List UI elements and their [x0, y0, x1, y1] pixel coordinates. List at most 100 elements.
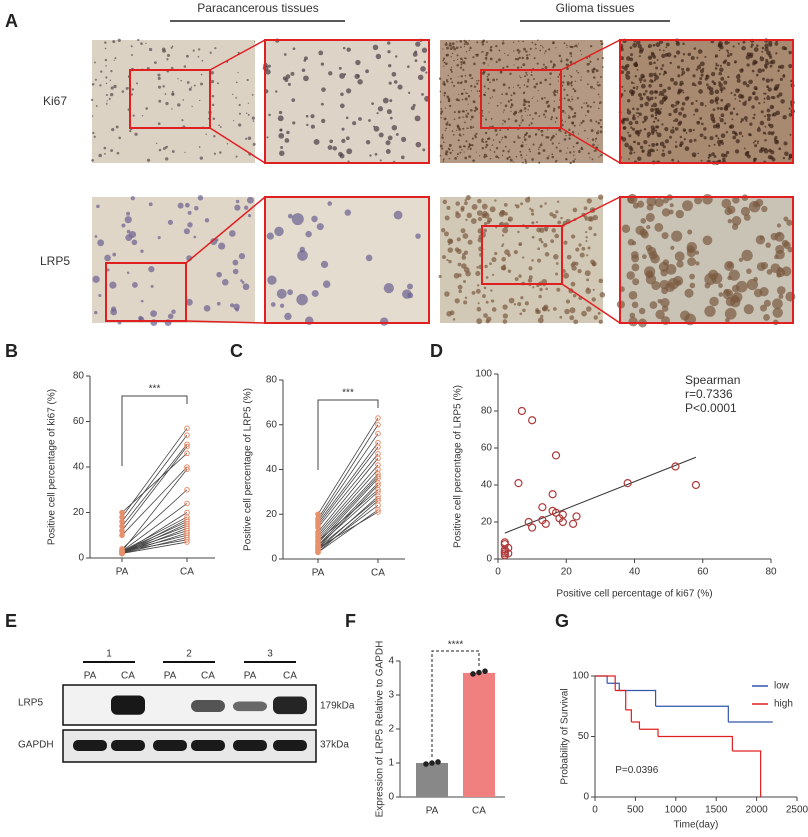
cell: [567, 98, 571, 102]
cell: [662, 49, 665, 52]
cell: [476, 53, 479, 56]
cell: [748, 79, 753, 85]
cell: [502, 319, 508, 324]
cell: [283, 53, 287, 56]
cell: [526, 74, 528, 76]
cell: [526, 85, 529, 88]
cell: [595, 120, 598, 123]
point: [315, 524, 321, 531]
cell: [537, 317, 544, 324]
cell: [278, 132, 285, 139]
cell: [485, 51, 489, 55]
cell: [675, 50, 681, 55]
cell: [415, 233, 421, 239]
cell: [599, 154, 602, 157]
cell: [720, 98, 724, 102]
pair-line: [121, 534, 188, 552]
cell: [510, 110, 512, 112]
cell: [467, 103, 469, 105]
cell: [188, 87, 192, 91]
cell: [709, 113, 715, 118]
cell: [439, 101, 442, 103]
cell: [638, 92, 642, 97]
cell: [718, 71, 722, 76]
point: [184, 500, 190, 507]
micrograph: [265, 40, 429, 163]
cell: [513, 87, 515, 89]
x-tick-label: 20: [561, 567, 573, 578]
cell: [389, 99, 393, 103]
cell: [489, 97, 492, 99]
cell: [197, 195, 204, 201]
cell: [704, 273, 717, 286]
cell: [677, 160, 680, 163]
cell: [650, 128, 656, 134]
cell: [219, 151, 222, 154]
cell: [213, 135, 216, 138]
cell: [744, 100, 747, 103]
cell: [415, 141, 422, 148]
cell: [245, 112, 248, 115]
cell: [502, 111, 505, 113]
cell: [127, 87, 130, 89]
cell: [568, 128, 571, 132]
cell: [532, 286, 535, 289]
cell: [543, 243, 548, 248]
cell: [637, 156, 642, 161]
cell: [771, 105, 774, 108]
cell: [674, 118, 679, 123]
cell: [556, 89, 559, 92]
cell: [458, 134, 461, 137]
cell: [462, 133, 465, 136]
point: [551, 451, 561, 460]
cell: [327, 145, 333, 150]
cell: [583, 129, 586, 132]
cell: [460, 75, 463, 78]
cell: [516, 48, 520, 52]
cell: [727, 218, 733, 224]
cell: [770, 232, 779, 241]
cell: [341, 138, 346, 143]
cell: [576, 141, 579, 145]
cell: [686, 96, 690, 100]
cell: [155, 142, 158, 145]
point: [184, 443, 190, 450]
cell: [718, 83, 723, 88]
cell: [382, 97, 389, 104]
cell: [573, 124, 576, 127]
cell: [764, 115, 766, 118]
cell: [270, 302, 276, 307]
cell: [290, 71, 295, 76]
cell: [442, 141, 445, 144]
cell: [553, 92, 556, 95]
cell: [639, 228, 648, 237]
cell: [463, 300, 468, 305]
survival-step: [631, 721, 641, 730]
cell: [285, 74, 291, 79]
cell: [453, 118, 456, 121]
cell: [340, 92, 344, 96]
cell: [237, 71, 239, 74]
cell: [462, 233, 469, 239]
cell: [574, 44, 578, 48]
cell: [596, 58, 599, 61]
y-tick-label: 2: [388, 724, 394, 735]
cell: [702, 67, 705, 70]
cell: [110, 70, 113, 73]
pair-line: [121, 453, 188, 513]
cell: [525, 161, 527, 164]
cell: [480, 51, 482, 53]
cell: [379, 159, 382, 162]
cell: [657, 111, 661, 115]
cell: [462, 62, 465, 65]
cell: [746, 268, 752, 274]
cell: [650, 125, 655, 130]
cell: [501, 154, 504, 156]
cell: [551, 153, 554, 156]
cell: [464, 40, 468, 44]
cell: [646, 131, 652, 137]
cell: [514, 277, 519, 281]
cell: [150, 310, 157, 318]
cell: [630, 126, 633, 129]
cell: [549, 72, 552, 75]
